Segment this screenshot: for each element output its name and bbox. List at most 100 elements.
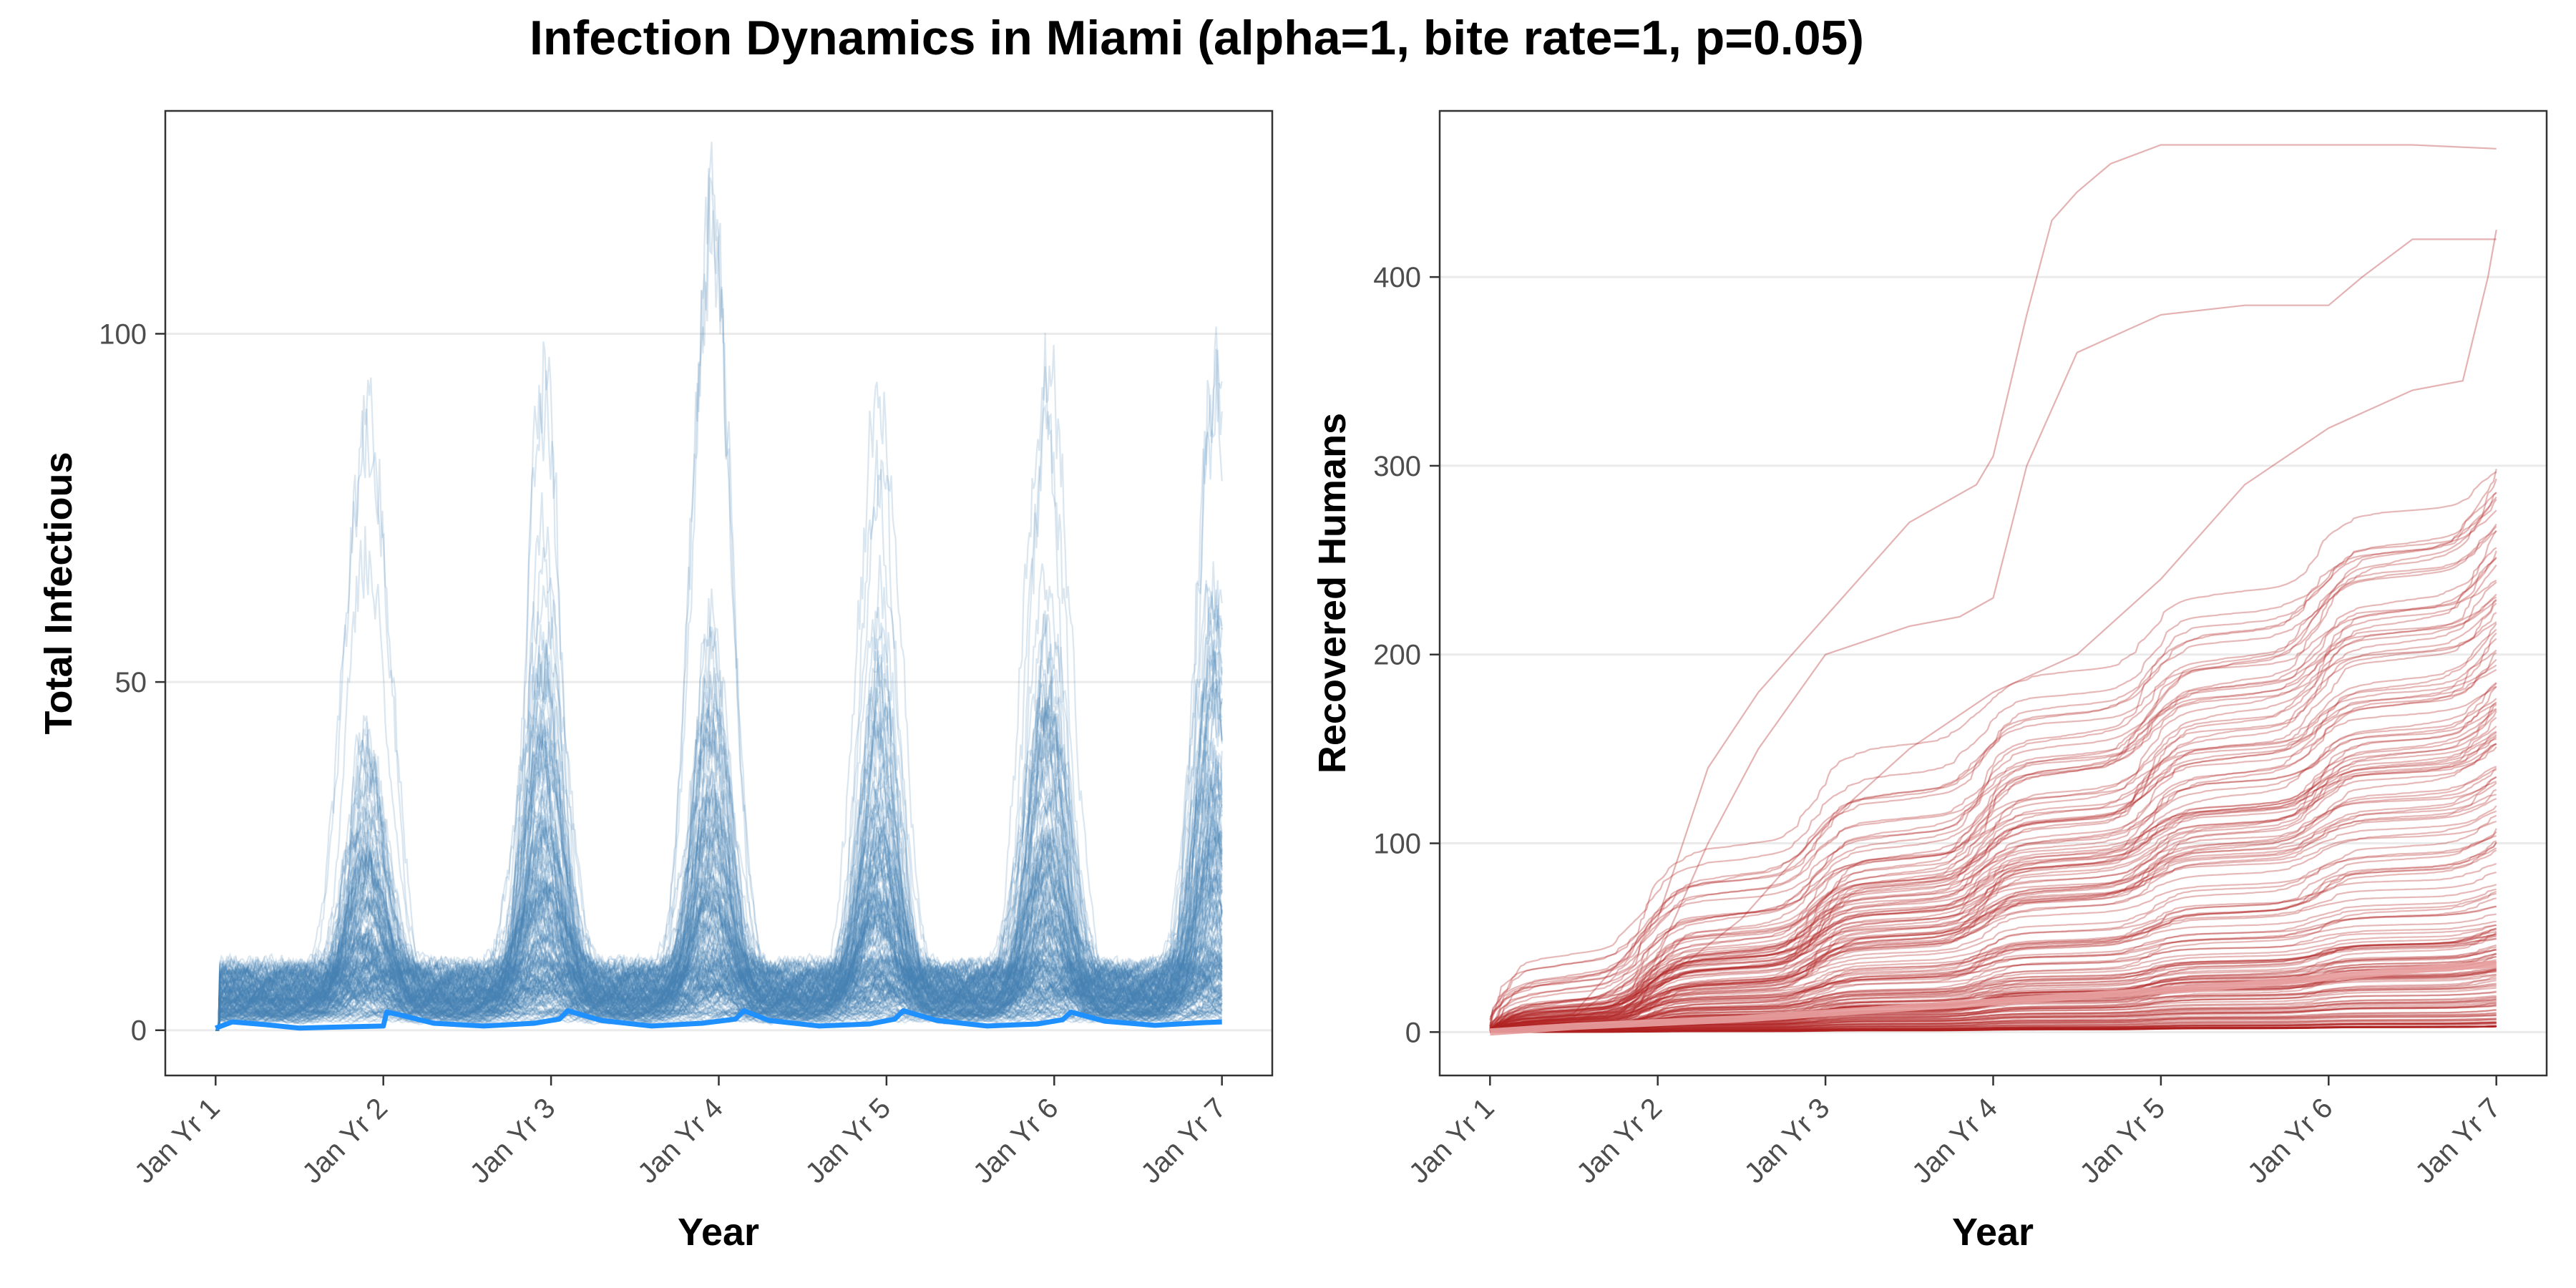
recovered-run-line: [1490, 937, 2497, 1033]
recovered-run-line: [1490, 564, 2497, 1033]
recovered-panel: 0 100 200 300 400 Jan Yr 1 Jan Yr 2 Jan Yr 3 Jan…: [1311, 109, 2548, 1254]
infectious-run-line: [215, 744, 1223, 1031]
infectious-run-line: [215, 972, 1223, 1031]
infectious-y-tick-label: 0: [131, 1015, 147, 1047]
recovered-run-line: [1490, 1025, 2497, 1033]
infectious-run-line: [215, 834, 1223, 1031]
infectious-run-line: [215, 643, 1223, 1031]
infectious-run-line: [215, 996, 1223, 1031]
recovered-run-line: [1490, 1023, 2497, 1033]
recovered-run-line: [1489, 924, 2497, 1033]
recovered-run-line: [1489, 934, 2497, 1033]
infectious-run-line: [215, 685, 1223, 1031]
recovered-run-line: [1490, 1025, 2497, 1033]
recovered-run-line: [1489, 948, 2497, 1033]
recovered-run-line: [1489, 738, 2497, 1030]
recovered-run-line: [1489, 686, 2497, 1031]
recovered-run-line: [1490, 905, 2497, 1033]
recovered-run-line: [1489, 550, 2497, 1031]
recovered-y-tick-label: 400: [1373, 262, 1421, 293]
infectious-run-line: [215, 683, 1223, 1031]
recovered-run-line: [1489, 547, 2497, 1030]
recovered-run-line: [1490, 938, 2497, 1033]
recovered-run-line: [1489, 612, 2497, 1020]
infectious-run-line: [215, 673, 1223, 1031]
infectious-panel-background: [165, 111, 1272, 1075]
infectious-run-line: [215, 852, 1223, 1031]
recovered-run-line: [1490, 982, 2497, 1033]
recovered-run-line: [1489, 961, 2497, 1033]
recovered-run-line: [1490, 1025, 2497, 1033]
infectious-run-line: [215, 894, 1223, 1031]
recovered-run-line: [1490, 1004, 2497, 1033]
recovered-run-line: [1489, 509, 2497, 1018]
infectious-run-line: [215, 982, 1223, 1031]
infectious-x-tick-label: Jan Yr 3: [464, 1092, 562, 1189]
recovered-run-line: [1490, 1025, 2497, 1033]
recovered-run-line: [1490, 1002, 2497, 1033]
infectious-run-line: [215, 977, 1223, 1031]
infectious-run-line: [215, 815, 1223, 1031]
recovered-run-line: [1490, 1025, 2497, 1033]
recovered-gridlines: [1440, 275, 2547, 1033]
infectious-run-line: [215, 904, 1223, 1031]
recovered-run-line: [1490, 1025, 2497, 1033]
infectious-run-line: [215, 914, 1223, 1031]
recovered-run-line: [1490, 1009, 2497, 1033]
recovered-run-line: [1490, 814, 2497, 1033]
infectious-run-line: [215, 786, 1223, 1031]
recovered-run-line: [1489, 596, 2497, 1028]
recovered-run-line: [1489, 905, 2497, 1033]
recovered-run-line: [1490, 980, 2497, 1033]
recovered-run-line: [1490, 1025, 2497, 1033]
recovered-run-line: [1490, 1020, 2497, 1033]
infectious-run-line: [215, 834, 1223, 1031]
recovered-run-line: [1489, 649, 2497, 1031]
infectious-run-line: [215, 704, 1223, 1031]
recovered-run-line: [1490, 1025, 2497, 1033]
infectious-run-line: [215, 994, 1223, 1031]
recovered-run-line: [1489, 556, 2497, 1029]
infectious-run-line: [215, 978, 1223, 1031]
infectious-run-line: [215, 913, 1223, 1031]
infectious-run-line: [215, 977, 1223, 1031]
infectious-run-line: [215, 977, 1223, 1031]
infectious-y-axis-title: Total Infectious: [37, 452, 80, 734]
recovered-run-line: [1489, 766, 2497, 1033]
recovered-run-line: [1490, 890, 2497, 1033]
recovered-run-line: [1490, 1025, 2497, 1033]
recovered-run-line: [1490, 1025, 2497, 1033]
infectious-mean-line: [215, 1008, 1222, 1031]
recovered-run-line: [1490, 632, 2497, 1033]
recovered-y-tick-label: 0: [1405, 1017, 1421, 1048]
infectious-x-tick-label: Jan Yr 5: [799, 1092, 897, 1189]
infectious-run-line: [215, 1005, 1223, 1031]
infectious-run-line: [215, 678, 1223, 1031]
recovered-run-line: [1489, 703, 2497, 1030]
recovered-x-tick-label: Jan Yr 4: [1906, 1092, 2004, 1189]
infectious-ensemble-lines: [215, 141, 1223, 1031]
infectious-run-line: [215, 967, 1223, 1031]
recovered-run-line: [1490, 1014, 2497, 1033]
infectious-run-line: [215, 816, 1223, 1031]
recovered-run-line: [1490, 1025, 2497, 1033]
infectious-run-line: [215, 945, 1223, 1031]
infectious-run-line: [215, 795, 1223, 1031]
infectious-run-line: [215, 976, 1223, 1031]
recovered-run-line: [1489, 664, 2497, 1030]
infectious-run-line: [215, 893, 1223, 1031]
recovered-run-line: [1490, 1025, 2497, 1033]
infectious-run-line: [215, 860, 1223, 1031]
infectious-run-line: [215, 589, 1223, 1031]
recovered-run-line: [1490, 743, 2497, 1033]
recovered-run-line: [1489, 805, 2497, 1031]
infectious-run-line: [215, 561, 1223, 1031]
infectious-run-line: [215, 989, 1223, 1031]
recovered-run-line: [1489, 935, 2497, 1033]
infectious-x-tick-label: Jan Yr 6: [967, 1092, 1065, 1189]
infectious-run-line: [215, 902, 1223, 1031]
recovered-run-line: [1489, 831, 2497, 1032]
infectious-run-line: [215, 808, 1223, 1031]
infectious-run-line: [215, 996, 1223, 1031]
infectious-run-line: [215, 931, 1223, 1031]
